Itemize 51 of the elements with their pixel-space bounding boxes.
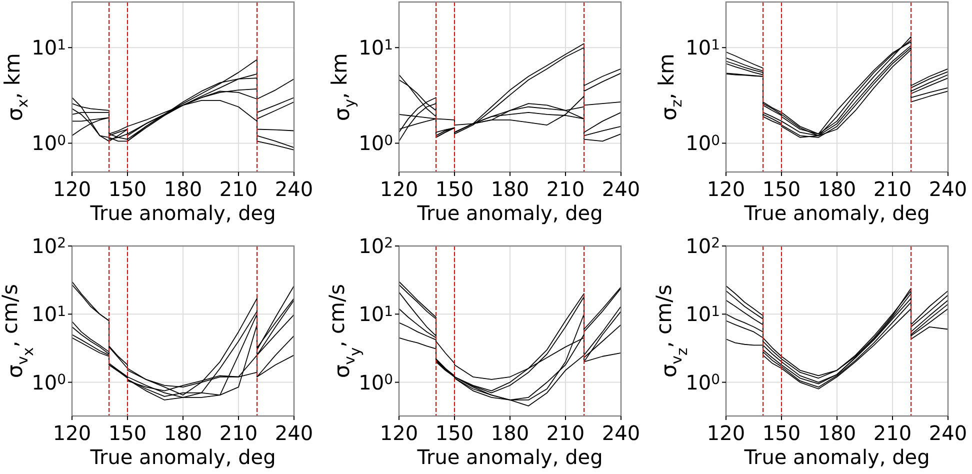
x-axis-title: True anomaly, deg — [743, 201, 930, 225]
x-tick-label: 240 — [602, 177, 640, 201]
x-tick-label: 240 — [928, 177, 968, 201]
y-tick-label: 10$^{2}$ — [358, 234, 393, 258]
y-tick-label: 10$^{2}$ — [686, 234, 720, 258]
x-tick-label: 210 — [873, 421, 912, 445]
x-tick-label: 180 — [164, 177, 202, 201]
x-tick-label: 240 — [602, 421, 640, 445]
x-tick-label: 150 — [762, 177, 801, 201]
x-tick-label: 180 — [818, 421, 856, 445]
y-tick-label: 10$^{1}$ — [686, 302, 720, 326]
x-axis-title: True anomaly, deg — [416, 201, 603, 225]
x-tick-label: 150 — [435, 421, 474, 445]
x-axis-title: True anomaly, deg — [89, 445, 276, 469]
x-tick-label: 210 — [873, 177, 912, 201]
y-tick-label: 10$^{2}$ — [32, 234, 66, 258]
y-tick-label: 10$^{1}$ — [686, 36, 720, 60]
x-axis-title: True anomaly, deg — [89, 201, 276, 225]
y-tick-label: 10$^{0}$ — [686, 370, 720, 394]
x-tick-label: 150 — [762, 421, 801, 445]
y-tick-label: 10$^{1}$ — [32, 36, 66, 60]
x-tick-label: 210 — [219, 177, 258, 201]
x-tick-label: 210 — [546, 177, 585, 201]
x-tick-label: 150 — [108, 421, 147, 445]
y-tick-label: 10$^{1}$ — [32, 302, 66, 326]
x-tick-label: 120 — [380, 421, 418, 445]
y-tick-label: 10$^{0}$ — [358, 131, 393, 156]
x-tick-label: 150 — [108, 177, 147, 201]
y-tick-label: 10$^{0}$ — [358, 370, 393, 394]
x-tick-label: 210 — [219, 421, 258, 445]
x-tick-label: 180 — [490, 177, 530, 201]
x-tick-label: 210 — [546, 421, 585, 445]
x-tick-label: 180 — [490, 421, 530, 445]
y-tick-label: 10$^{0}$ — [32, 131, 66, 156]
x-tick-label: 180 — [164, 421, 202, 445]
x-tick-label: 120 — [52, 421, 92, 445]
x-axis-title: True anomaly, deg — [743, 445, 930, 469]
y-tick-label: 10$^{1}$ — [358, 36, 393, 60]
y-tick-label: 10$^{1}$ — [358, 302, 393, 326]
x-tick-label: 120 — [706, 177, 746, 201]
x-tick-label: 180 — [818, 177, 856, 201]
x-tick-label: 120 — [380, 177, 418, 201]
x-tick-label: 150 — [435, 177, 474, 201]
y-tick-label: 10$^{0}$ — [686, 131, 720, 156]
x-tick-label: 240 — [274, 177, 314, 201]
x-tick-label: 120 — [706, 421, 746, 445]
x-tick-label: 240 — [274, 421, 314, 445]
x-tick-label: 120 — [52, 177, 92, 201]
x-axis-title: True anomaly, deg — [416, 445, 603, 469]
x-tick-label: 240 — [928, 421, 968, 445]
y-tick-label: 10$^{0}$ — [32, 370, 66, 394]
